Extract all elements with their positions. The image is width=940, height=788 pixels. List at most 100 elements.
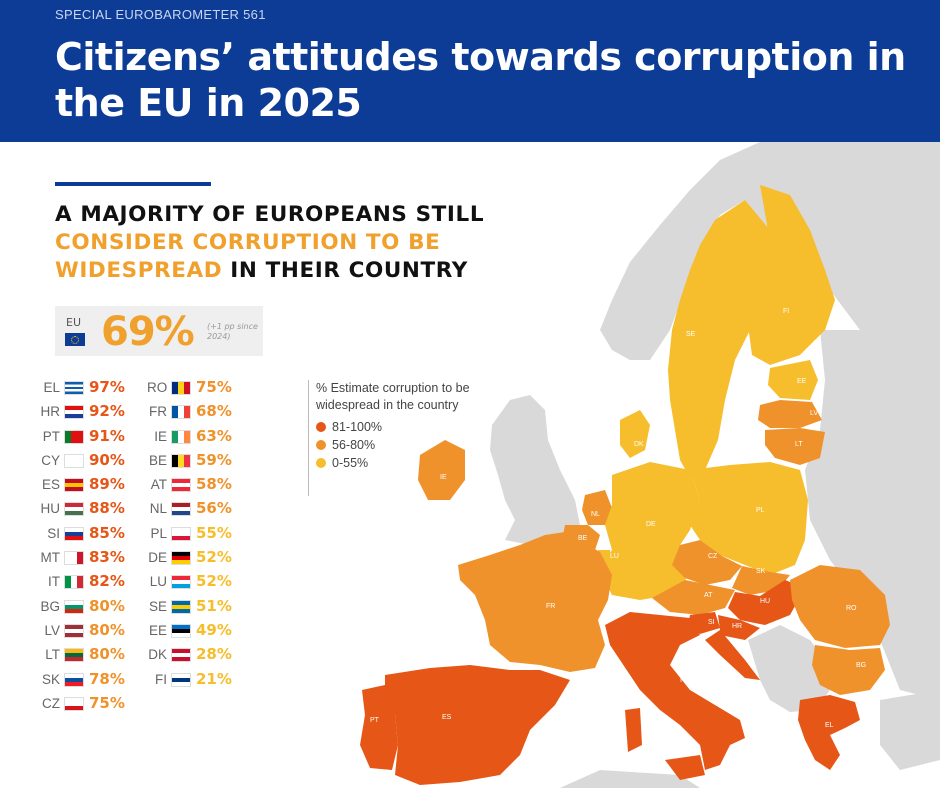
country-code: SI [47, 525, 60, 541]
headline-line1: A MAJORITY OF EUROPEANS STILL [55, 202, 485, 227]
country-pt [360, 685, 398, 770]
country-lt [765, 428, 825, 465]
legend-item-mid: 56-80% [316, 436, 476, 454]
country-value: 78% [89, 669, 125, 688]
flag-it-icon [64, 575, 84, 590]
flag-cy-icon [64, 453, 84, 468]
europe-map: FI SE EE LV LT DK IE NL BE LU DE PL CZ SK AT HU SI HR RO BG… [0, 142, 940, 788]
flag-lu-icon [171, 575, 191, 590]
country-value: 75% [89, 693, 125, 712]
eu-average-box: EU 69% (+1 pp since 2024) [55, 306, 263, 356]
legend-label: 81-100% [332, 420, 383, 434]
country-value: 92% [89, 402, 125, 421]
flag-fi-icon [171, 672, 191, 687]
legend-item-high: 81-100% [316, 418, 476, 436]
country-hu [728, 580, 805, 625]
country-at [652, 580, 735, 615]
country-value: 88% [89, 499, 125, 518]
country-value: 55% [196, 523, 232, 542]
eu-change-note: (+1 pp since 2024) [207, 322, 258, 341]
flag-sk-icon [64, 672, 84, 687]
map-label-se: SE [686, 331, 696, 338]
map-label-hu: HU [760, 598, 770, 605]
country-code: IE [154, 428, 167, 444]
map-label-it: IT [680, 677, 687, 684]
country-value: 89% [89, 475, 125, 494]
land-uk [490, 395, 580, 545]
country-ee [768, 360, 818, 400]
map-label-pt: PT [370, 717, 380, 724]
flag-ee-icon [171, 623, 191, 638]
country-code: FI [155, 671, 167, 687]
headline: A MAJORITY OF EUROPEANS STILL CONSIDER C… [55, 201, 484, 285]
country-value: 85% [89, 523, 125, 542]
country-code: LU [149, 574, 167, 590]
flag-ie-icon [171, 429, 191, 444]
legend-swatch-high [316, 422, 326, 432]
country-value: 80% [89, 596, 125, 615]
headline-line3: WIDESPREAD IN THEIR COUNTRY [55, 257, 484, 285]
headline-line3-highlight: WIDESPREAD [55, 258, 223, 283]
country-value: 52% [196, 548, 232, 567]
country-value: 59% [196, 450, 232, 469]
country-row-fi: FI 21% [147, 668, 257, 692]
flag-el-icon [64, 381, 84, 395]
flag-ro-icon [171, 381, 191, 395]
country-ro [790, 565, 890, 648]
country-de [600, 462, 700, 600]
country-row-pl: PL 55% [147, 522, 257, 546]
flag-hr-icon [64, 405, 84, 420]
eu-code: EU [66, 316, 82, 329]
country-cz [672, 540, 742, 585]
map-label-de: DE [646, 521, 656, 528]
map-label-ie: IE [440, 474, 447, 481]
country-row-fr: FR 68% [147, 400, 257, 424]
country-value: 82% [89, 572, 125, 591]
country-code: RO [147, 380, 168, 395]
country-code: BE [148, 452, 167, 468]
country-code: SK [41, 671, 60, 687]
map-label-el: EL [825, 722, 834, 729]
map-label-be: BE [578, 535, 588, 542]
legend-label: 0-55% [332, 456, 369, 470]
land-turkey [880, 690, 940, 770]
country-code: HU [40, 501, 61, 517]
flag-de-icon [171, 551, 191, 566]
country-row-de: DE 52% [147, 546, 257, 570]
country-value: 51% [196, 596, 232, 615]
country-se [668, 200, 770, 478]
country-row-ee: EE 49% [147, 619, 257, 643]
country-row-ie: IE 63% [147, 425, 257, 449]
flag-lt-icon [64, 648, 84, 663]
country-code: LV [44, 622, 60, 638]
country-code: BG [40, 598, 60, 614]
country-value: 80% [89, 645, 125, 664]
country-row-cz: CZ 75% [40, 692, 150, 716]
land-balkans-nonEU [748, 625, 830, 712]
country-row-pt: PT 91% [40, 425, 150, 449]
legend-swatch-low [316, 458, 326, 468]
country-code: AT [150, 477, 167, 493]
legend-label: 56-80% [332, 438, 376, 452]
country-code: EE [148, 622, 167, 638]
country-value: 75% [196, 378, 232, 396]
country-value: 97% [89, 378, 125, 396]
country-fi [748, 185, 835, 365]
country-row-sk: SK 78% [40, 668, 150, 692]
country-lv [758, 400, 822, 428]
flag-es-icon [64, 478, 84, 493]
country-row-at: AT 58% [147, 473, 257, 497]
flag-at-icon [171, 478, 191, 493]
map-label-at: AT [704, 592, 713, 599]
country-row-es: ES 89% [40, 473, 150, 497]
country-row-cy: CY 90% [40, 449, 150, 473]
land-north-africa [360, 770, 700, 788]
flag-mt-icon [64, 551, 84, 566]
country-code: DE [148, 550, 167, 566]
eu-value: 69% [101, 309, 195, 355]
country-value: 56% [196, 499, 232, 518]
page-title: Citizens’ attitudes towards corruption i… [55, 35, 906, 125]
country-code: EL [43, 380, 60, 395]
country-nl [582, 490, 612, 525]
legend-items: 81-100% 56-80% 0-55% [316, 418, 476, 472]
